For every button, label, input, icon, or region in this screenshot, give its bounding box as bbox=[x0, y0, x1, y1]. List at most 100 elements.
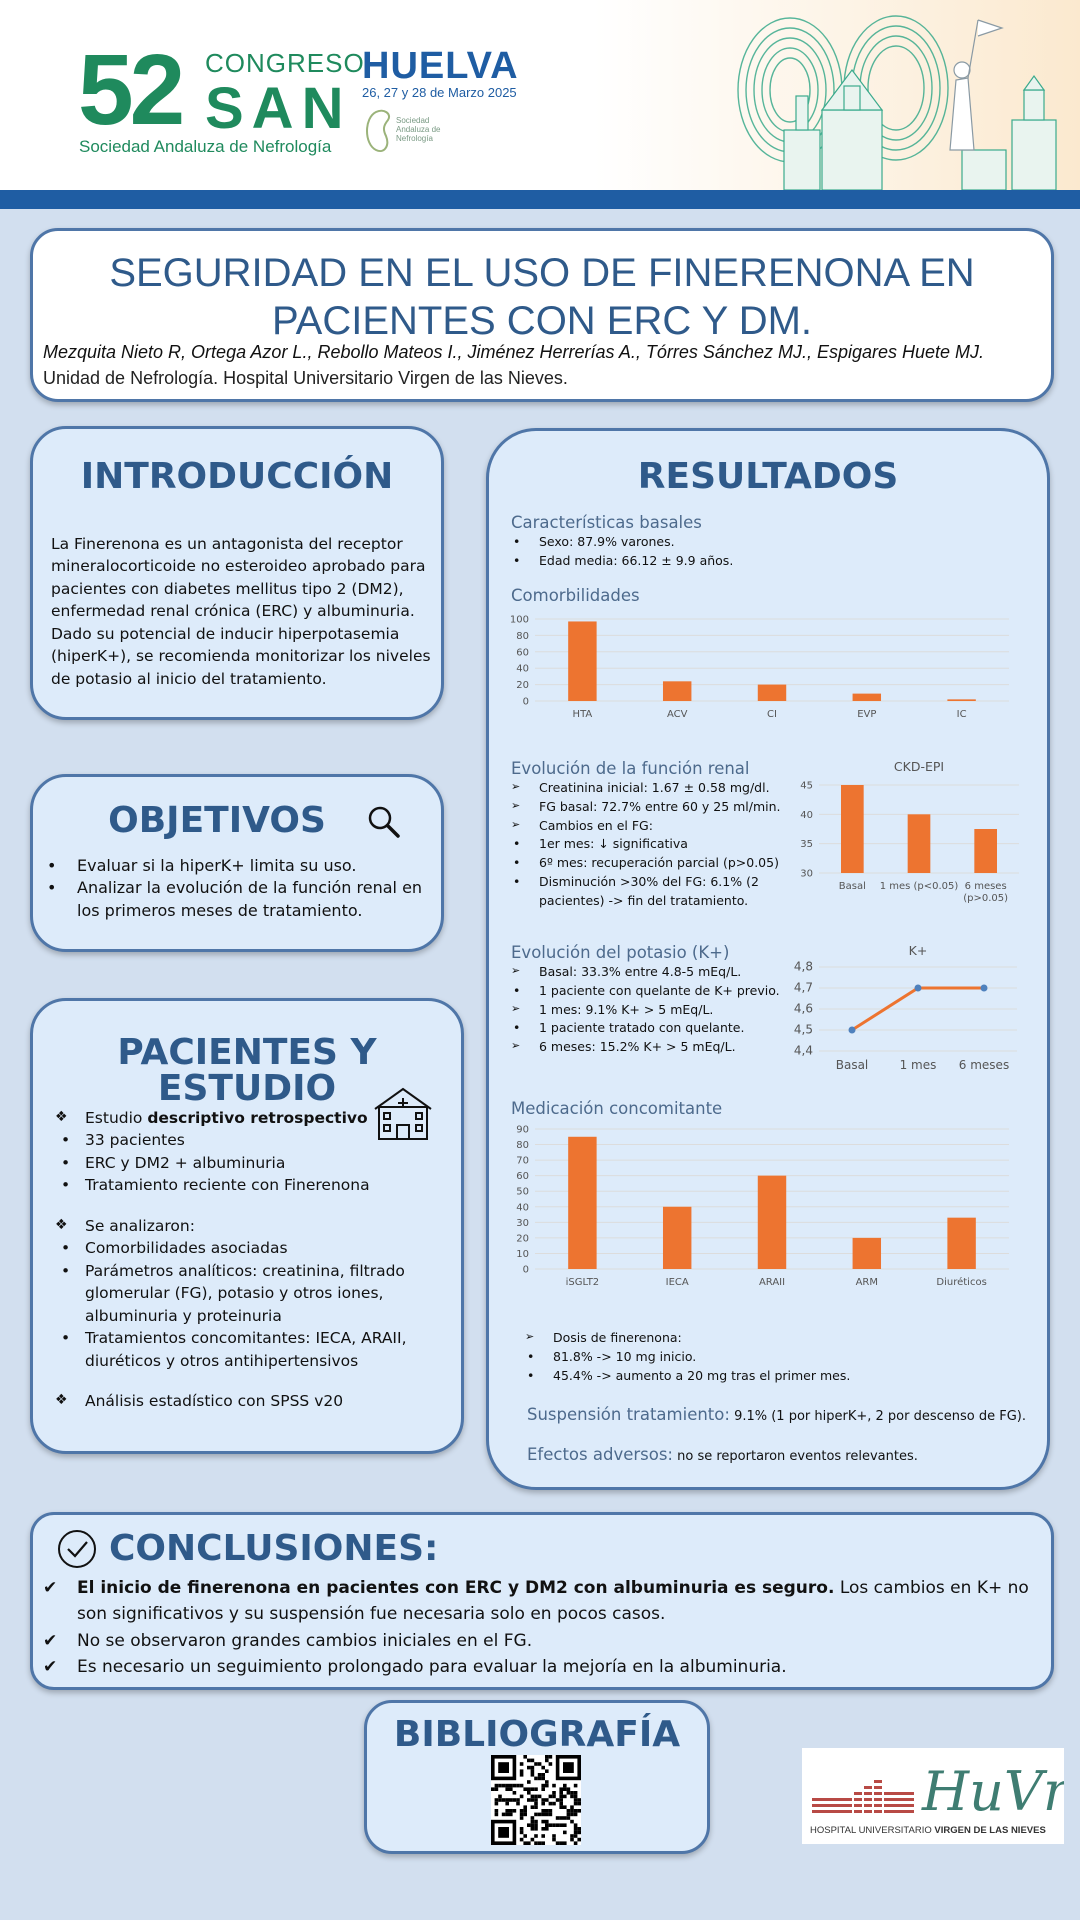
bar-basal bbox=[841, 785, 864, 873]
huelva-monuments-illustration bbox=[737, 15, 1057, 190]
y-tick-label: 50 bbox=[516, 1187, 529, 1198]
title-panel: SEGURIDAD EN EL USO DE FINERENONA EN PAC… bbox=[30, 228, 1054, 402]
potassium-item: 6 meses: 15.2% K+ > 5 mEq/L. bbox=[511, 1038, 801, 1057]
introduction-panel: INTRODUCCIÓN La Finerenona es un antagon… bbox=[30, 426, 444, 720]
renal-function-item: 6º mes: recuperación parcial (p>0.05) bbox=[511, 854, 801, 873]
objectives-heading: OBJETIVOS bbox=[108, 800, 326, 841]
x-tick-label: iSGLT2 bbox=[566, 1277, 600, 1288]
renal-function-item: 1er mes: ↓ significativa bbox=[511, 835, 801, 854]
baseline-item: Edad media: 66.12 ± 9.9 años. bbox=[511, 552, 1031, 571]
bar-ieca bbox=[662, 1206, 692, 1269]
dose-item: Dosis de finerenona: bbox=[525, 1329, 1005, 1348]
analyzed-heading: Se analizaron: bbox=[55, 1215, 455, 1237]
y-tick-label: 80 bbox=[516, 1140, 529, 1151]
introduction-text: La Finerenona es un antagonista del rece… bbox=[51, 535, 431, 688]
renal-function-item: Cambios en el FG: bbox=[511, 817, 801, 836]
dose-list: Dosis de finerenona:81.8% -> 10 mg inici… bbox=[525, 1329, 1005, 1385]
medication-heading: Medicación concomitante bbox=[511, 1099, 723, 1118]
baseline-list: Sexo: 87.9% varones. Edad media: 66.12 ±… bbox=[511, 533, 1031, 571]
bar-6-meses-p-0-05- bbox=[974, 829, 997, 873]
potassium-list: Basal: 33.3% entre 4.8-5 mEq/L.1 pacient… bbox=[511, 963, 801, 1057]
conclusion-item: No se observaron grandes cambios inicial… bbox=[43, 1628, 1043, 1655]
y-tick-label: 40 bbox=[516, 664, 529, 675]
analyzed-item: Tratamientos concomitantes: IECA, ARAII,… bbox=[55, 1327, 455, 1372]
analyzed-item: Parámetros analíticos: creatinina, filtr… bbox=[55, 1260, 455, 1327]
suspension-line: Suspensión tratamiento: 9.1% (1 por hipe… bbox=[527, 1406, 1027, 1424]
hospital-logo: HuVn HOSPITAL UNIVERSITARIO VIRGEN DE LA… bbox=[802, 1748, 1064, 1844]
bar-isglt2 bbox=[568, 1136, 597, 1269]
y-tick-label: 60 bbox=[516, 647, 529, 658]
baseline-heading: Características basales bbox=[511, 513, 702, 532]
x-tick-label: ACV bbox=[667, 709, 688, 720]
medication-chart: 0 10 20 30 40 50 60 70 80 90 iSGLT2 IECA ARAII ARM Diu… bbox=[516, 1125, 1009, 1288]
patients-item: ERC y DM2 + albuminuria bbox=[55, 1152, 455, 1175]
dose-item: 81.8% -> 10 mg inicio. bbox=[525, 1348, 1005, 1367]
y-tick-label: 20 bbox=[516, 680, 529, 691]
statistics-item: Análisis estadístico con SPSS v20 bbox=[55, 1390, 455, 1412]
baseline-item: Sexo: 87.9% varones. bbox=[511, 533, 1031, 552]
renal-function-item: FG basal: 72.7% entre 60 y 25 ml/min. bbox=[511, 798, 801, 817]
bar-ci bbox=[757, 684, 787, 701]
introduction-heading: INTRODUCCIÓN bbox=[80, 456, 394, 497]
poster-title: SEGURIDAD EN EL USO DE FINERENONA EN PAC… bbox=[33, 249, 1051, 345]
x-tick-label: Diuréticos bbox=[936, 1276, 986, 1288]
bar-araii bbox=[757, 1175, 787, 1269]
patients-item: 33 pacientes bbox=[55, 1129, 455, 1152]
authors: Mezquita Nieto R, Ortega Azor L., Reboll… bbox=[43, 342, 985, 362]
objectives-panel: OBJETIVOS Evaluar si la hiperK+ limita s… bbox=[30, 774, 444, 952]
conclusions-heading: CONCLUSIONES: bbox=[109, 1528, 439, 1569]
data-point bbox=[980, 984, 988, 992]
bar-evp bbox=[852, 693, 882, 701]
hospital-logo-icon: HuVn bbox=[812, 1760, 1064, 1823]
study-type-item: Estudio descriptivo retrospectivo bbox=[55, 1107, 455, 1129]
comorbidities-heading: Comorbilidades bbox=[511, 586, 640, 605]
results-panel: RESULTADOS Características basales Sexo:… bbox=[486, 428, 1050, 1490]
magnifier-icon bbox=[368, 806, 400, 838]
results-heading: RESULTADOS bbox=[637, 456, 899, 497]
y-tick-label: 0 bbox=[523, 1265, 529, 1276]
y-tick-label: 80 bbox=[516, 631, 529, 642]
hospital-monogram: HuVn bbox=[921, 1760, 1064, 1823]
y-tick-label: 40 bbox=[800, 810, 813, 821]
objectives-list: Evaluar si la hiperK+ limita su uso. Ana… bbox=[47, 855, 435, 922]
potassium-chart: K+ 4,4 4,5 4,6 4,7 4,8 Basal 1 mes 6 meses bbox=[794, 943, 1017, 1072]
bar-1-mes-p-0-05- bbox=[907, 814, 931, 873]
y-tick-label: 30 bbox=[800, 869, 813, 880]
congress-number: 52 bbox=[78, 34, 185, 146]
objective-item: Analizar la evolución de la función rena… bbox=[47, 877, 435, 922]
y-tick-label: 70 bbox=[516, 1156, 529, 1167]
x-tick-label: ARAII bbox=[759, 1277, 785, 1288]
adverse-line: Efectos adversos: no se reportaron event… bbox=[527, 1446, 918, 1464]
congress-acronym: SAN bbox=[205, 76, 352, 141]
y-tick-label: 100 bbox=[510, 615, 529, 626]
x-tick-label: Basal bbox=[836, 1058, 869, 1072]
study-type-bold: descriptivo retrospectivo bbox=[147, 1109, 368, 1127]
potassium-item: 1 paciente con quelante de K+ previo. bbox=[511, 982, 801, 1001]
header-divider-bar bbox=[0, 190, 1080, 209]
data-point bbox=[848, 1026, 856, 1034]
y-tick-label: 60 bbox=[516, 1171, 529, 1182]
qr-code-icon[interactable] bbox=[491, 1755, 581, 1845]
conclusions-panel: CONCLUSIONES: El inicio de finerenona en… bbox=[30, 1512, 1054, 1690]
hospital-name: HOSPITAL UNIVERSITARIO VIRGEN DE LAS NIE… bbox=[810, 1825, 1046, 1836]
data-point bbox=[914, 984, 922, 992]
y-tick-label: 4,4 bbox=[794, 1044, 813, 1058]
patients-study-panel: PACIENTES Y ESTUDIO Estudio descriptivo … bbox=[30, 998, 464, 1454]
bibliography-heading: BIBLIOGRAFÍA bbox=[393, 1714, 681, 1755]
society-logo-text: Sociedad Andaluza de Nefrología bbox=[396, 116, 441, 144]
suspension-text: 9.1% (1 por hiperK+, 2 por descenso de F… bbox=[729, 1409, 1027, 1424]
x-tick-label: 6 meses (p>0.05) bbox=[963, 881, 1008, 904]
x-tick-label: HTA bbox=[573, 709, 593, 720]
y-tick-label: 90 bbox=[516, 1125, 529, 1136]
x-tick-label: EVP bbox=[857, 709, 876, 720]
poster-title-line-1: SEGURIDAD EN EL USO DE FINERENONA EN bbox=[109, 251, 975, 295]
y-tick-label: 4,5 bbox=[794, 1023, 813, 1037]
check-circle-icon bbox=[58, 1530, 96, 1568]
y-tick-label: 30 bbox=[516, 1218, 529, 1229]
y-tick-label: 45 bbox=[800, 781, 813, 792]
congress-word: CONGRESO bbox=[205, 48, 365, 78]
congress-dates: 26, 27 y 28 de Marzo 2025 bbox=[362, 85, 517, 100]
chart-title: CKD-EPI bbox=[894, 759, 944, 774]
affiliation: Unidad de Nefrología. Hospital Universit… bbox=[43, 368, 568, 388]
x-tick-label: 1 mes (p<0.05) bbox=[880, 881, 959, 892]
